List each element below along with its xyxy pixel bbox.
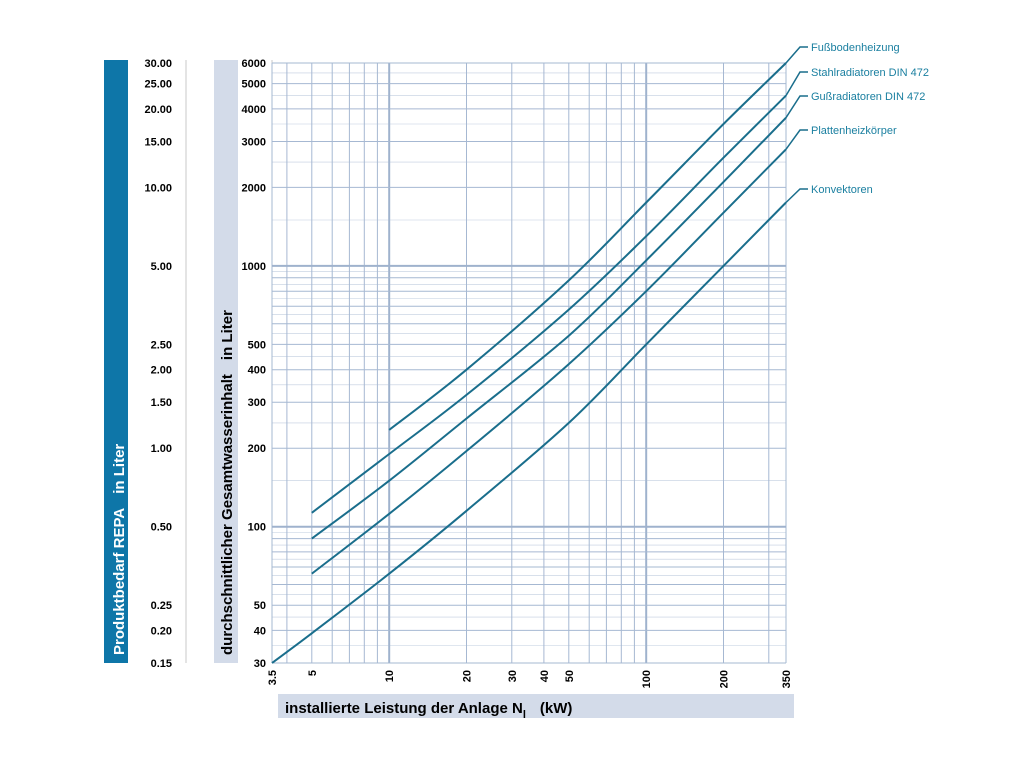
curve-label: Fußbodenheizung	[811, 42, 900, 54]
curve-series-line	[311, 148, 787, 575]
water-axis-bar	[214, 60, 238, 663]
water-tick-label: 50	[254, 600, 266, 612]
curve-label: Stahlradiatoren DIN 472	[811, 67, 929, 79]
x-tick-label: 200	[719, 670, 731, 688]
grid	[271, 62, 787, 664]
repa-tick-label: 5.00	[151, 261, 172, 273]
x-tick-label: 30	[507, 670, 519, 682]
x-axis-title: installierte Leistung der Anlage Nl (kW)	[285, 700, 572, 721]
curve-label: Konvektoren	[811, 184, 873, 196]
water-tick-label: 500	[248, 339, 266, 351]
x-tick-label: 3.5	[267, 670, 279, 685]
water-tick-label: 5000	[242, 79, 266, 91]
curve-label: Plattenheizkörper	[811, 125, 897, 137]
curve-leader-line	[785, 95, 808, 119]
x-tick-label: 5	[307, 670, 319, 676]
repa-tick-label: 1.00	[151, 443, 172, 455]
repa-axis-bar	[104, 60, 128, 663]
repa-tick-label: 30.00	[144, 58, 172, 70]
curve-leader-line	[785, 46, 808, 64]
water-axis-title: durchschnittlicher Gesamtwasserinhaltin …	[219, 310, 236, 655]
water-tick-label: 2000	[242, 182, 266, 194]
repa-tick-label: 20.00	[144, 104, 172, 116]
curve-leader-line	[785, 129, 808, 150]
water-tick-label: 4000	[242, 104, 266, 116]
repa-tick-label: 1.50	[151, 397, 172, 409]
repa-tick-label: 0.15	[151, 658, 172, 670]
tick-labels: 30.00 25.00 20.00 15.00 10.00 5.00 2.50 2.00 1.5…	[144, 58, 793, 688]
repa-tick-label: 10.00	[144, 182, 172, 194]
curve-leader-line	[785, 71, 808, 96]
curve-series-line	[271, 201, 787, 664]
water-tick-label: 1000	[242, 261, 266, 273]
water-tick-label: 3000	[242, 137, 266, 149]
repa-tick-label: 2.50	[151, 339, 172, 351]
x-tick-label: 100	[641, 670, 653, 688]
water-tick-label: 40	[254, 625, 266, 637]
x-tick-label: 50	[564, 670, 576, 682]
repa-tick-label: 15.00	[144, 137, 172, 149]
repa-tick-label: 0.20	[151, 625, 172, 637]
curve-label: Gußradiatoren DIN 472	[811, 91, 925, 103]
x-tick-label: 20	[462, 670, 474, 682]
x-tick-label: 40	[539, 670, 551, 682]
water-tick-label: 400	[248, 365, 266, 377]
x-axis-bar	[278, 694, 794, 718]
repa-tick-label: 2.00	[151, 365, 172, 377]
water-tick-label: 200	[248, 443, 266, 455]
repa-tick-label: 0.50	[151, 522, 172, 534]
curves: Fußbodenheizung Stahlradiatoren DIN 472 Gu…	[271, 42, 929, 664]
water-tick-label: 100	[248, 522, 266, 534]
curve-leader-line	[785, 188, 808, 204]
water-tick-label: 300	[248, 397, 266, 409]
x-tick-label: 10	[384, 670, 396, 682]
curve-series-line	[311, 117, 787, 540]
repa-tick-label: 0.25	[151, 600, 172, 612]
water-tick-label: 30	[254, 658, 266, 670]
x-tick-label: 350	[781, 670, 793, 688]
curve-series-line	[311, 94, 787, 514]
repa-tick-label: 25.00	[144, 79, 172, 91]
water-tick-label: 6000	[242, 58, 266, 70]
curve-series-line	[388, 62, 787, 431]
repa-axis-title: Produktbedarf REPAin Liter	[111, 444, 128, 655]
